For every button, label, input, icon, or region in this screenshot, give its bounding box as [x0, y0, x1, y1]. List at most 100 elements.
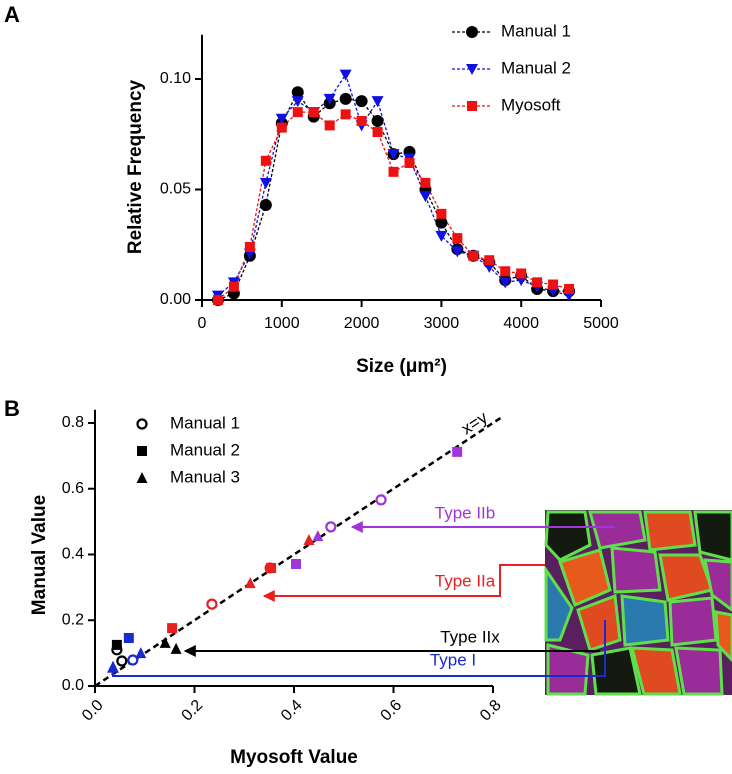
legend-marker — [466, 26, 478, 38]
data-point — [291, 86, 304, 99]
x-tick-label: 0.6 — [378, 697, 406, 725]
data-point — [244, 577, 256, 589]
data-point — [436, 208, 447, 219]
y-tick-label: 0.05 — [160, 181, 191, 198]
data-point — [135, 647, 147, 659]
data-point — [260, 155, 271, 166]
data-point — [484, 255, 495, 266]
micrograph-cells — [544, 510, 732, 696]
annotation-arrow — [107, 620, 606, 677]
data-point — [308, 107, 319, 118]
x-tick-label: 0.8 — [477, 697, 505, 725]
y-tick-label: 0.00 — [160, 291, 191, 308]
annotation-label: Type IIx — [440, 627, 500, 646]
identity-line — [94, 416, 502, 688]
data-point — [167, 623, 178, 634]
data-point — [516, 268, 527, 279]
x-tick-label: 1000 — [264, 315, 300, 332]
panel-label: B — [4, 396, 20, 421]
data-point — [355, 95, 368, 108]
x-tick-label: 4000 — [503, 315, 539, 332]
legend-marker — [467, 101, 477, 111]
data-point — [291, 96, 304, 108]
data-point — [276, 122, 287, 133]
y-axis-title: Relative Frequency — [125, 79, 146, 254]
data-point — [266, 562, 277, 573]
x-axis-title: Size (μm²) — [356, 356, 447, 377]
x-tick-label: 3000 — [424, 315, 460, 332]
data-point — [356, 115, 367, 126]
data-point — [548, 279, 559, 290]
data-point — [259, 198, 272, 211]
x-tick-label: 0.2 — [179, 697, 207, 725]
y-tick-label: 0.4 — [62, 546, 84, 563]
data-point — [325, 521, 337, 533]
panel-label: A — [4, 2, 20, 27]
annotation-label: x=y — [458, 408, 491, 439]
y-tick-label: 0.8 — [62, 414, 84, 431]
y-tick-label: 0.0 — [62, 677, 84, 694]
legend-label: Manual 1 — [501, 21, 571, 40]
data-point — [111, 639, 122, 650]
annotation-arrow — [262, 564, 545, 602]
x-tick-label: 0.4 — [278, 697, 306, 725]
data-point — [212, 295, 223, 305]
x-tick-label: 0 — [198, 315, 207, 332]
data-point — [452, 233, 463, 244]
legend-label: Manual 3 — [170, 467, 240, 486]
data-point — [339, 92, 352, 105]
annotation-label: Type IIa — [435, 571, 496, 590]
data-point — [127, 654, 139, 666]
data-point — [564, 283, 575, 294]
legend-label: Manual 2 — [501, 58, 571, 77]
data-point — [339, 69, 352, 81]
micrograph — [544, 510, 732, 696]
y-tick-label: 0.10 — [160, 70, 191, 87]
data-point — [532, 277, 543, 288]
y-tick-label: 0.6 — [62, 480, 84, 497]
annotation-label: Type I — [430, 650, 476, 669]
data-point — [404, 157, 415, 168]
x-tick-label: 5000 — [583, 315, 619, 332]
data-point — [123, 632, 134, 643]
data-point — [340, 109, 351, 120]
legend-label: Manual 1 — [170, 413, 240, 432]
data-point — [499, 277, 512, 289]
legend-marker — [136, 418, 148, 430]
data-point — [275, 113, 288, 125]
data-point — [371, 96, 384, 108]
y-axis-title: Manual Value — [29, 495, 50, 615]
data-point — [435, 230, 448, 242]
data-point — [372, 127, 383, 138]
legend-marker — [466, 64, 478, 75]
data-point — [324, 120, 335, 131]
data-point — [435, 216, 448, 229]
legend-marker — [136, 472, 148, 483]
legend-marker — [137, 446, 147, 456]
x-axis-title: Myosoft Value — [230, 747, 358, 768]
data-point — [375, 494, 387, 506]
x-tick-label: 0.0 — [79, 697, 107, 725]
data-point — [312, 530, 324, 542]
data-point — [116, 655, 128, 667]
legend-label: Myosoft — [501, 95, 561, 114]
x-tick-label: 2000 — [344, 315, 380, 332]
data-point — [159, 636, 171, 648]
legend-label: Manual 2 — [170, 440, 240, 459]
data-point — [303, 534, 315, 546]
y-tick-label: 0.2 — [62, 611, 84, 628]
data-point — [420, 177, 431, 188]
data-point — [259, 177, 272, 189]
data-point — [244, 241, 255, 252]
data-point — [468, 250, 479, 261]
data-point — [323, 93, 336, 105]
data-point — [452, 446, 463, 457]
data-point — [451, 246, 464, 258]
data-point — [419, 191, 432, 203]
data-point — [292, 107, 303, 118]
data-point — [387, 149, 400, 161]
data-point — [170, 642, 182, 654]
data-point — [290, 559, 301, 570]
annotation-label: Type IIb — [435, 503, 495, 522]
